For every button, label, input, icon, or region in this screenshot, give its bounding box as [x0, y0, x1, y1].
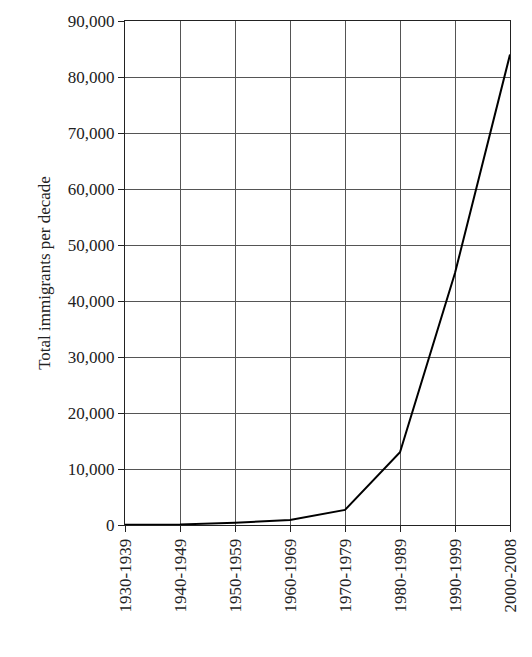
svg-text:50,000: 50,000 [68, 236, 115, 255]
svg-text:1960-1969: 1960-1969 [281, 539, 300, 613]
svg-text:70,000: 70,000 [68, 124, 115, 143]
svg-text:1990-1999: 1990-1999 [446, 539, 465, 613]
svg-text:1940-1949: 1940-1949 [171, 539, 190, 613]
svg-text:1930-1939: 1930-1939 [116, 539, 135, 613]
svg-text:1950-1959: 1950-1959 [226, 539, 245, 613]
svg-text:60,000: 60,000 [68, 180, 115, 199]
svg-text:2000-2008: 2000-2008 [501, 539, 520, 613]
svg-text:30,000: 30,000 [68, 348, 115, 367]
svg-text:40,000: 40,000 [68, 292, 115, 311]
svg-text:90,000: 90,000 [68, 12, 115, 31]
svg-text:1970-1979: 1970-1979 [336, 539, 355, 613]
svg-text:80,000: 80,000 [68, 68, 115, 87]
svg-text:0: 0 [106, 516, 115, 535]
svg-text:20,000: 20,000 [68, 404, 115, 423]
svg-text:1980-1989: 1980-1989 [391, 539, 410, 613]
svg-text:10,000: 10,000 [68, 460, 115, 479]
svg-text:Total immigrants per decade: Total immigrants per decade [35, 176, 54, 370]
